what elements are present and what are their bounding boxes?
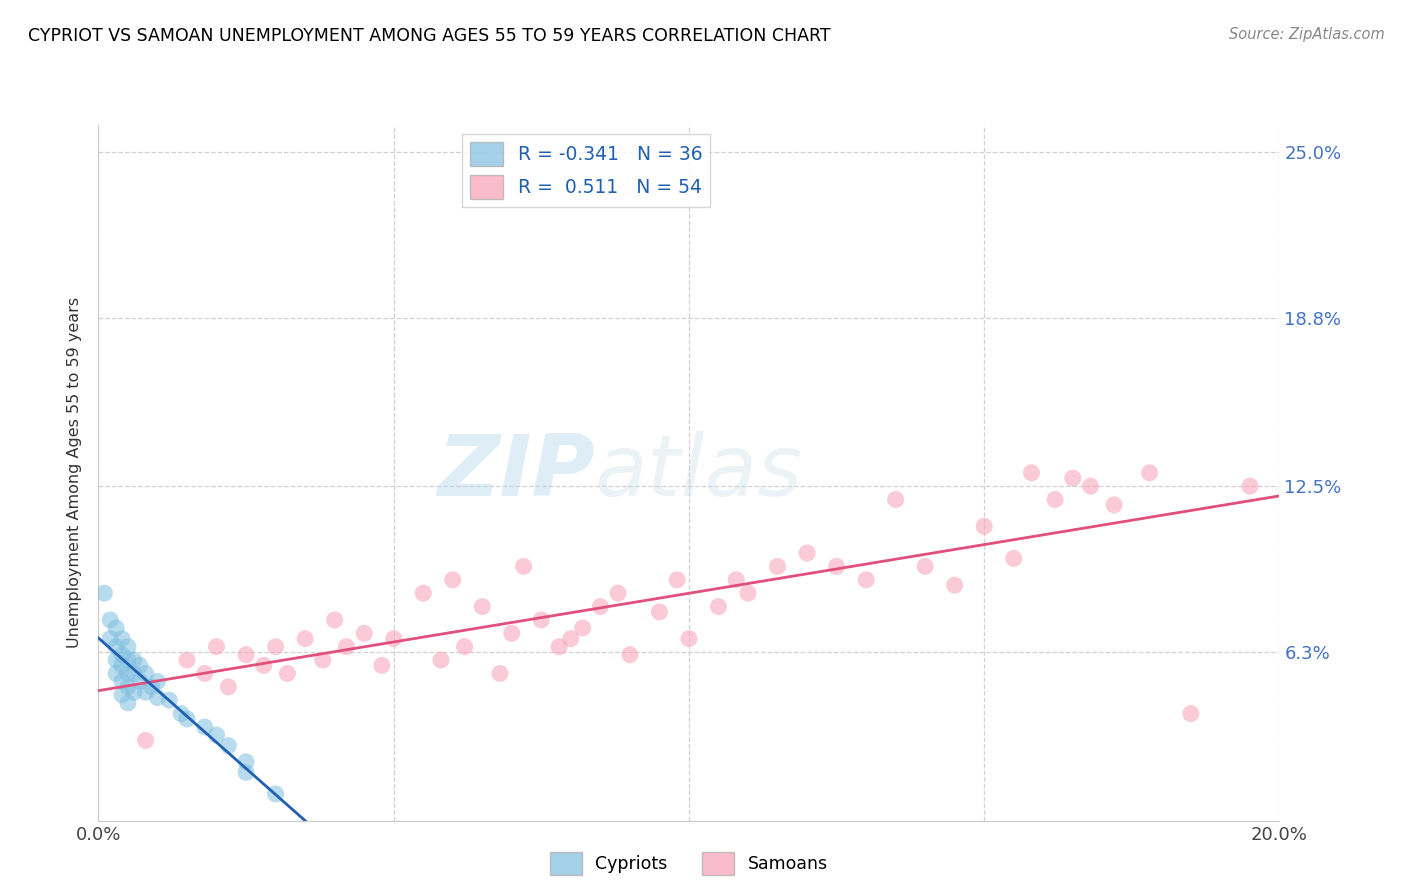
- Point: [105, 640, 128, 654]
- Point: [725, 573, 748, 587]
- Point: [205, 728, 228, 742]
- Point: [471, 599, 494, 614]
- Text: Source: ZipAtlas.com: Source: ZipAtlas.com: [1229, 27, 1385, 42]
- Point: [1080, 479, 1102, 493]
- Point: [253, 658, 276, 673]
- Point: [619, 648, 641, 662]
- Point: [453, 640, 475, 654]
- Point: [111, 688, 134, 702]
- Point: [117, 680, 139, 694]
- Point: [973, 519, 995, 533]
- Point: [122, 666, 145, 681]
- Point: [335, 640, 357, 654]
- Point: [371, 658, 394, 673]
- Point: [217, 680, 239, 694]
- Point: [146, 690, 169, 705]
- Point: [117, 653, 139, 667]
- Point: [648, 605, 671, 619]
- Text: ZIP: ZIP: [437, 431, 595, 515]
- Point: [93, 586, 115, 600]
- Point: [737, 586, 759, 600]
- Text: CYPRIOT VS SAMOAN UNEMPLOYMENT AMONG AGES 55 TO 59 YEARS CORRELATION CHART: CYPRIOT VS SAMOAN UNEMPLOYMENT AMONG AGE…: [28, 27, 831, 45]
- Point: [501, 626, 523, 640]
- Point: [117, 666, 139, 681]
- Point: [489, 666, 512, 681]
- Point: [884, 492, 907, 507]
- Point: [194, 720, 217, 734]
- Point: [294, 632, 316, 646]
- Point: [855, 573, 877, 587]
- Point: [323, 613, 346, 627]
- Point: [235, 765, 257, 780]
- Point: [412, 586, 434, 600]
- Text: atlas: atlas: [595, 431, 803, 515]
- Point: [678, 632, 700, 646]
- Point: [825, 559, 848, 574]
- Point: [98, 613, 121, 627]
- Point: [589, 599, 612, 614]
- Point: [276, 666, 298, 681]
- Point: [1043, 492, 1066, 507]
- Point: [135, 666, 157, 681]
- Point: [157, 693, 180, 707]
- Point: [914, 559, 936, 574]
- Point: [105, 621, 128, 635]
- Point: [98, 632, 121, 646]
- Point: [146, 674, 169, 689]
- Point: [111, 648, 134, 662]
- Point: [122, 653, 145, 667]
- Point: [353, 626, 375, 640]
- Point: [111, 632, 134, 646]
- Point: [105, 653, 128, 667]
- Point: [1239, 479, 1261, 493]
- Point: [796, 546, 818, 560]
- Point: [1002, 551, 1025, 566]
- Point: [111, 674, 134, 689]
- Point: [217, 739, 239, 753]
- Point: [943, 578, 966, 592]
- Point: [170, 706, 193, 721]
- Point: [707, 599, 730, 614]
- Point: [122, 685, 145, 699]
- Point: [264, 787, 287, 801]
- Point: [135, 733, 157, 747]
- Point: [1021, 466, 1043, 480]
- Point: [194, 666, 217, 681]
- Point: [1102, 498, 1125, 512]
- Point: [235, 755, 257, 769]
- Point: [264, 640, 287, 654]
- Point: [235, 648, 257, 662]
- Point: [105, 666, 128, 681]
- Point: [766, 559, 789, 574]
- Point: [128, 674, 150, 689]
- Point: [430, 653, 453, 667]
- Point: [117, 640, 139, 654]
- Point: [530, 613, 553, 627]
- Point: [205, 640, 228, 654]
- Point: [1180, 706, 1202, 721]
- Point: [128, 658, 150, 673]
- Point: [512, 559, 534, 574]
- Point: [176, 653, 198, 667]
- Point: [560, 632, 582, 646]
- Point: [382, 632, 405, 646]
- Y-axis label: Unemployment Among Ages 55 to 59 years: Unemployment Among Ages 55 to 59 years: [67, 297, 83, 648]
- Legend: Cypriots, Samoans: Cypriots, Samoans: [543, 846, 835, 881]
- Point: [666, 573, 689, 587]
- Point: [117, 696, 139, 710]
- Point: [1139, 466, 1161, 480]
- Point: [548, 640, 571, 654]
- Point: [141, 680, 163, 694]
- Point: [441, 573, 464, 587]
- Point: [135, 685, 157, 699]
- Point: [111, 658, 134, 673]
- Point: [1062, 471, 1084, 485]
- Point: [312, 653, 335, 667]
- Point: [607, 586, 630, 600]
- Point: [176, 712, 198, 726]
- Point: [571, 621, 593, 635]
